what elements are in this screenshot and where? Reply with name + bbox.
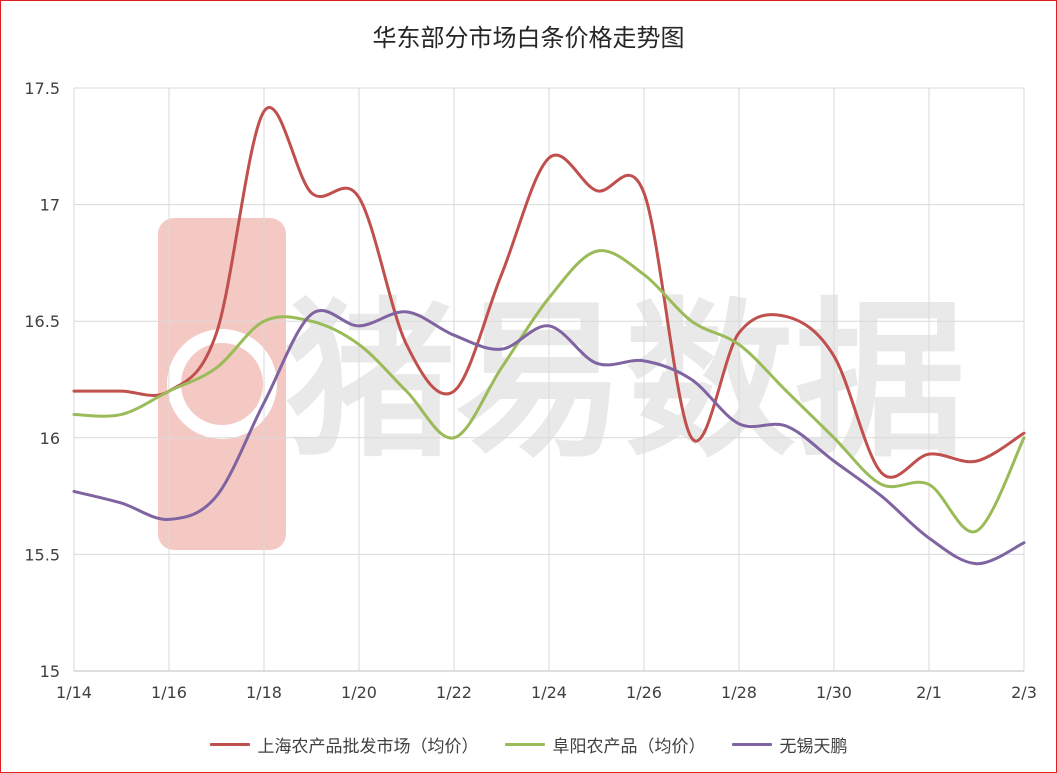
legend-swatch bbox=[731, 743, 772, 746]
x-tick-label: 1/28 bbox=[721, 683, 757, 702]
y-tick-label: 16 bbox=[40, 429, 60, 448]
x-tick-label: 1/18 bbox=[246, 683, 282, 702]
x-tick-label: 1/14 bbox=[56, 683, 92, 702]
y-tick-label: 15.5 bbox=[24, 545, 60, 564]
series-line-1 bbox=[72, 106, 1026, 479]
x-tick-label: 2/1 bbox=[916, 683, 942, 702]
legend-item-2: 阜阳农产品（均价） bbox=[504, 732, 706, 757]
legend-swatch bbox=[504, 743, 545, 746]
legend-item-1: 上海农产品批发市场（均价） bbox=[209, 732, 479, 757]
x-tick-label: 1/30 bbox=[816, 683, 852, 702]
legend-swatch bbox=[209, 743, 250, 746]
series-line-2 bbox=[72, 249, 1026, 534]
watermark-text: 猪易数据 bbox=[285, 283, 965, 481]
axes: 15 15.5 16 16.5 17 17.5 1/14 1/16 1/18 1/20 1/22 1/… bbox=[24, 79, 1037, 702]
y-tick-label: 15 bbox=[40, 662, 60, 681]
legend: 上海农产品批发市场（均价） 阜阳农产品（均价） 无锡天鹏 bbox=[0, 732, 1057, 757]
watermark-logo-ring bbox=[167, 329, 277, 439]
x-tick-label: 1/16 bbox=[151, 683, 187, 702]
y-tick-label: 17 bbox=[40, 196, 60, 215]
x-tick-label: 2/3 bbox=[1011, 683, 1037, 702]
series-line-3 bbox=[72, 309, 1026, 566]
legend-label: 阜阳农产品（均价） bbox=[552, 737, 706, 757]
y-tick-label: 17.5 bbox=[24, 79, 60, 98]
series bbox=[72, 106, 1026, 566]
x-tick-label: 1/20 bbox=[341, 683, 377, 702]
watermark: 猪易数据 bbox=[158, 218, 965, 550]
legend-label: 上海农产品批发市场（均价） bbox=[257, 737, 479, 757]
y-tick-label: 16.5 bbox=[24, 312, 60, 331]
chart-title: 华东部分市场白条价格走势图 bbox=[372, 24, 685, 52]
x-tick-label: 1/22 bbox=[436, 683, 472, 702]
x-tick-label: 1/26 bbox=[626, 683, 662, 702]
watermark-logo bbox=[158, 218, 286, 550]
x-tick-label: 1/24 bbox=[531, 683, 567, 702]
legend-label: 无锡天鹏 bbox=[779, 737, 848, 757]
legend-item-3: 无锡天鹏 bbox=[731, 732, 848, 757]
